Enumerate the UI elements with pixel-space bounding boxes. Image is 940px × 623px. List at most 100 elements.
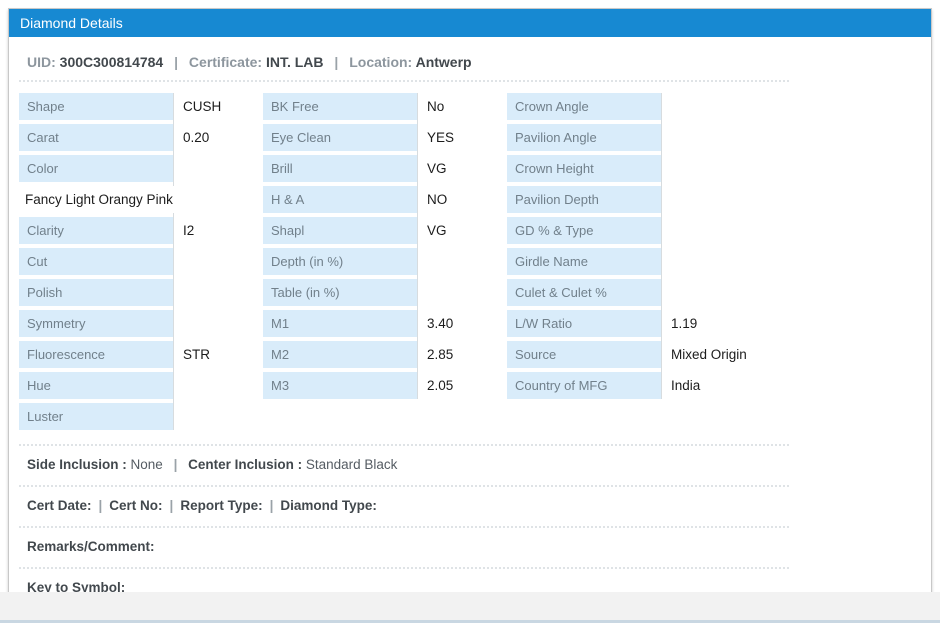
field-row: M3 2.05 <box>263 372 500 399</box>
field-row: Crown Height <box>507 155 921 182</box>
field-row: Eye Clean YES <box>263 124 500 151</box>
field-row: Shape CUSH <box>19 93 256 120</box>
field-row: Source Mixed Origin <box>507 341 921 368</box>
field-label: Culet & Culet % <box>507 279 661 306</box>
field-row: GD % & Type <box>507 217 921 244</box>
dotted-divider <box>19 485 789 487</box>
field-label: Shape <box>19 93 173 120</box>
field-label: Crown Height <box>507 155 661 182</box>
field-row: Fluorescence STR <box>19 341 256 368</box>
field-row: Cut <box>19 248 256 275</box>
field-row: Brill VG <box>263 155 500 182</box>
field-label: Table (in %) <box>263 279 417 306</box>
card-body: UID: 300C300814784 | Certificate: INT. L… <box>9 37 931 623</box>
location-label: Location: <box>349 54 413 70</box>
field-label: L/W Ratio <box>507 310 661 337</box>
field-value-fullwidth: Fancy Light Orangy Pink <box>19 186 256 213</box>
field-label: Cut <box>19 248 173 275</box>
field-row: Polish <box>19 279 256 306</box>
field-row: Pavilion Depth <box>507 186 921 213</box>
diamond-details-card: Diamond Details UID: 300C300814784 | Cer… <box>8 8 932 623</box>
details-table: Shape CUSH Carat 0.20 Color Fancy Light Orang… <box>19 93 921 434</box>
field-row: Carat 0.20 <box>19 124 256 151</box>
separator: | <box>98 498 103 513</box>
cert-field-label: Report Type: <box>180 498 263 513</box>
field-label: Pavilion Depth <box>507 186 661 213</box>
separator: | <box>169 498 174 513</box>
field-value: VG <box>427 223 447 238</box>
separator: | <box>173 457 178 472</box>
dotted-divider <box>19 444 789 446</box>
cert-field-label: Diamond Type: <box>280 498 377 513</box>
certificate-value: INT. LAB <box>265 54 324 70</box>
field-value: VG <box>427 161 447 176</box>
colon: : <box>118 457 131 472</box>
field-label: Crown Angle <box>507 93 661 120</box>
field-label: Shapl <box>263 217 417 244</box>
field-row: Hue <box>19 372 256 399</box>
field-row: Girdle Name <box>507 248 921 275</box>
inclusion-line: Side Inclusion : None | Center Inclusion… <box>27 455 921 475</box>
field-row: M2 2.85 <box>263 341 500 368</box>
field-value: 3.40 <box>427 316 454 331</box>
field-label: Color <box>19 155 173 182</box>
dotted-divider <box>19 567 789 569</box>
cert-field-label: Cert No: <box>109 498 163 513</box>
field-row: Symmetry <box>19 310 256 337</box>
field-value: STR <box>183 347 210 362</box>
details-column-3: Crown Angle Pavilion Angle Crown Height Pav… <box>507 93 921 403</box>
separator: | <box>269 498 274 513</box>
field-value: 2.05 <box>427 378 454 393</box>
field-row: Pavilion Angle <box>507 124 921 151</box>
side-inclusion-value: None <box>130 457 163 472</box>
field-label: GD % & Type <box>507 217 661 244</box>
details-column-1: Shape CUSH Carat 0.20 Color Fancy Light Orang… <box>19 93 256 434</box>
field-row: Clarity I2 <box>19 217 256 244</box>
field-row: Color <box>19 155 256 182</box>
field-row: Shapl VG <box>263 217 500 244</box>
field-row: BK Free No <box>263 93 500 120</box>
field-row: M1 3.40 <box>263 310 500 337</box>
uid-value: 300C300814784 <box>59 54 164 70</box>
field-label: Country of MFG <box>507 372 661 399</box>
summary-line: UID: 300C300814784 | Certificate: INT. L… <box>27 54 921 70</box>
center-inclusion-label: Center Inclusion <box>188 457 294 472</box>
side-inclusion-label: Side Inclusion <box>27 457 119 472</box>
field-label: Eye Clean <box>263 124 417 151</box>
field-label: Hue <box>19 372 173 399</box>
field-row: H & A NO <box>263 186 500 213</box>
field-label: BK Free <box>263 93 417 120</box>
field-value: 1.19 <box>671 316 698 331</box>
separator: | <box>334 54 339 70</box>
colon: : <box>293 457 306 472</box>
key-to-symbol-label: Key to Symbol: <box>27 580 126 595</box>
separator: | <box>174 54 179 70</box>
field-value: CUSH <box>183 99 222 114</box>
page-footer-strip <box>0 592 940 623</box>
certificate-label: Certificate: <box>188 54 263 70</box>
card-header: Diamond Details <box>9 9 931 37</box>
field-row: Table (in %) <box>263 279 500 306</box>
remarks-label: Remarks/Comment: <box>27 539 155 554</box>
field-row: L/W Ratio 1.19 <box>507 310 921 337</box>
field-label: H & A <box>263 186 417 213</box>
field-label: Fluorescence <box>19 341 173 368</box>
field-label: M3 <box>263 372 417 399</box>
field-value: 2.85 <box>427 347 454 362</box>
field-value: No <box>427 99 445 114</box>
field-value: I2 <box>183 223 195 238</box>
field-value: India <box>671 378 701 393</box>
field-label: Girdle Name <box>507 248 661 275</box>
field-row: Luster <box>19 403 256 430</box>
field-label: Symmetry <box>19 310 173 337</box>
uid-label: UID: <box>27 54 56 70</box>
field-row: Crown Angle <box>507 93 921 120</box>
field-value: Mixed Origin <box>671 347 747 362</box>
field-label: M2 <box>263 341 417 368</box>
page-title: Diamond Details <box>20 15 123 31</box>
field-label: Polish <box>19 279 173 306</box>
key-to-symbol-line: Key to Symbol: <box>27 578 921 598</box>
field-row: Country of MFG India <box>507 372 921 399</box>
center-inclusion-value: Standard Black <box>305 457 398 472</box>
field-label: M1 <box>263 310 417 337</box>
